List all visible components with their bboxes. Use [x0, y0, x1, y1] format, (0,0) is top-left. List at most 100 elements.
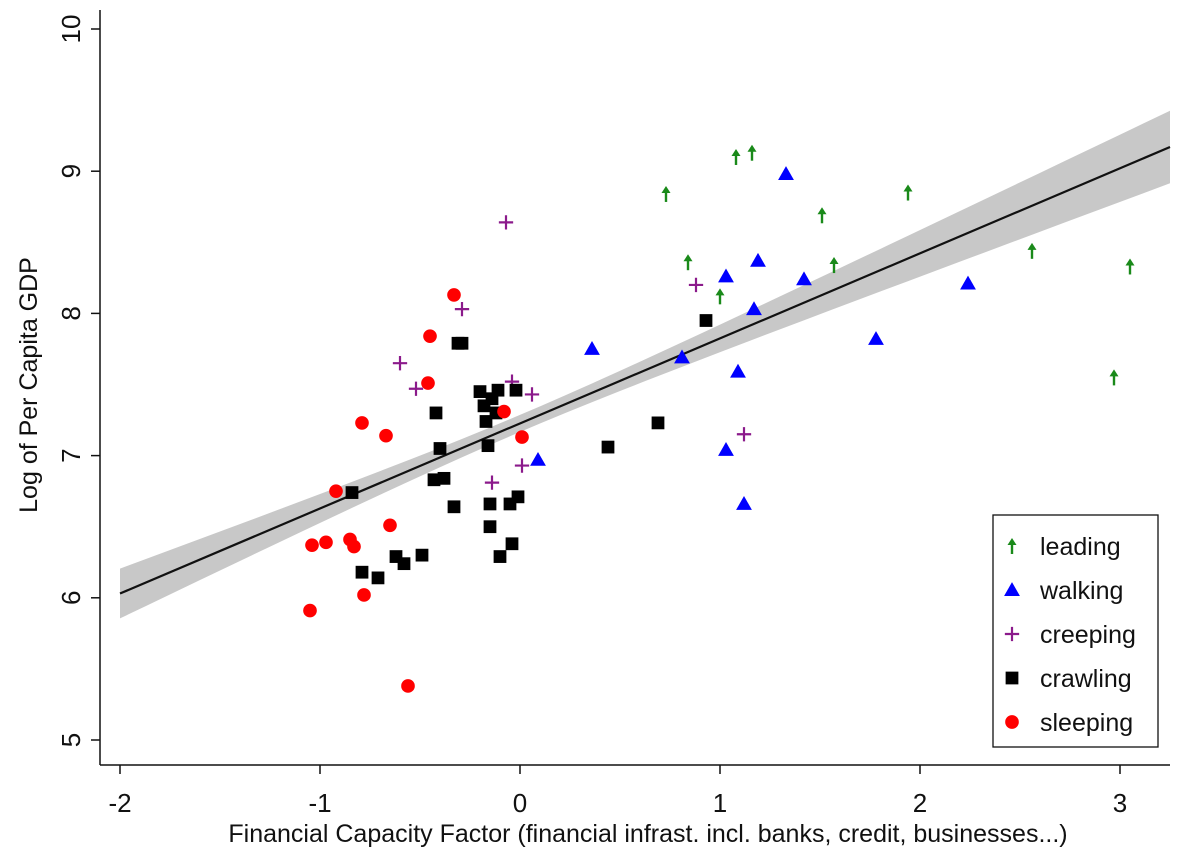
legend-label: walking	[1039, 577, 1123, 605]
data-point	[524, 387, 540, 402]
x-tick-label: -1	[308, 788, 331, 818]
data-point	[817, 207, 827, 224]
y-tick-label: 8	[56, 306, 86, 320]
legend: leading walking creeping crawling sleeping	[992, 514, 1159, 748]
data-point	[601, 440, 615, 454]
axes-layer: -2 -1 0 1 2 3 5 6 7 8 9 10	[56, 10, 1170, 818]
data-point	[447, 500, 461, 514]
data-point	[379, 428, 393, 443]
data-point	[829, 257, 839, 274]
legend-label: leading	[1040, 533, 1121, 561]
data-point	[498, 215, 514, 230]
x-tick-label: 1	[713, 788, 727, 818]
data-point	[661, 185, 671, 202]
data-point	[429, 406, 443, 420]
data-point	[903, 184, 913, 201]
legend-item-creeping: creeping	[1004, 621, 1136, 649]
data-point	[683, 254, 693, 271]
data-point	[319, 535, 333, 550]
legend-item-crawling: crawling	[1005, 665, 1132, 693]
data-point	[515, 430, 529, 444]
fit-line-layer	[119, 146, 1171, 595]
data-point	[345, 486, 359, 499]
x-tick-label: 3	[1113, 788, 1127, 818]
data-point	[868, 331, 884, 345]
data-point	[796, 271, 812, 286]
data-point	[357, 588, 371, 602]
data-point	[505, 537, 519, 551]
data-point	[437, 471, 451, 485]
legend-box	[992, 514, 1159, 748]
legend-marker	[1007, 538, 1017, 554]
data-point	[674, 349, 690, 364]
data-point	[479, 415, 493, 428]
data-point	[1125, 258, 1135, 275]
data-point	[447, 288, 461, 302]
confidence-band	[120, 110, 1170, 619]
data-point	[718, 268, 734, 283]
data-point	[584, 341, 600, 355]
data-point	[747, 144, 757, 161]
series-creeping	[392, 215, 752, 490]
legend-marker	[1004, 582, 1020, 596]
data-point	[397, 557, 411, 571]
data-points-layer	[303, 144, 1135, 693]
data-point	[718, 441, 734, 456]
data-point	[347, 539, 361, 554]
data-point	[688, 277, 704, 293]
data-point	[483, 497, 497, 511]
data-point	[715, 288, 725, 305]
x-tick-label: 0	[513, 788, 527, 818]
data-point	[699, 314, 713, 327]
y-tick-label: 7	[56, 448, 86, 462]
y-axis-title: Log of Per Capita GDP	[15, 257, 43, 513]
data-point	[473, 385, 487, 398]
data-point	[736, 427, 752, 442]
legend-marker	[1005, 671, 1019, 685]
data-point	[455, 336, 469, 350]
y-tick-label: 10	[56, 15, 86, 44]
y-tick-label: 5	[56, 733, 86, 747]
data-point	[1027, 242, 1037, 259]
legend-marker	[1005, 715, 1019, 729]
data-point	[303, 603, 317, 618]
data-point	[509, 383, 523, 397]
data-point	[421, 376, 435, 390]
data-point	[514, 458, 530, 473]
legend-label: crawling	[1040, 665, 1132, 693]
data-point	[423, 329, 437, 343]
data-point	[511, 490, 525, 504]
data-point	[530, 451, 546, 466]
series-leading	[661, 144, 1135, 386]
legend-item-walking: walking	[1004, 577, 1123, 605]
y-tick-label: 6	[56, 591, 86, 605]
x-tick-label: 2	[913, 788, 927, 818]
data-point	[778, 166, 794, 180]
legend-marker	[1004, 626, 1020, 642]
data-point	[408, 381, 424, 396]
data-point	[383, 518, 397, 533]
data-point	[746, 301, 762, 316]
data-point	[481, 439, 495, 453]
series-crawling	[345, 314, 713, 585]
data-point	[371, 571, 385, 585]
data-point	[392, 356, 408, 371]
data-point	[401, 679, 415, 693]
legend-item-sleeping: sleeping	[1005, 709, 1133, 737]
data-point	[497, 404, 511, 419]
legend-item-leading: leading	[1007, 533, 1121, 561]
data-point	[484, 475, 500, 490]
y-tick-label: 9	[56, 164, 86, 178]
data-point	[736, 496, 752, 510]
legend-label: sleeping	[1040, 709, 1133, 737]
data-point	[355, 416, 369, 430]
data-point	[427, 473, 441, 487]
data-point	[329, 484, 343, 498]
data-point	[454, 301, 470, 317]
data-point	[651, 416, 665, 430]
data-point	[305, 538, 319, 553]
data-point	[493, 550, 507, 563]
fit-line	[119, 146, 1171, 595]
data-point	[731, 148, 741, 165]
